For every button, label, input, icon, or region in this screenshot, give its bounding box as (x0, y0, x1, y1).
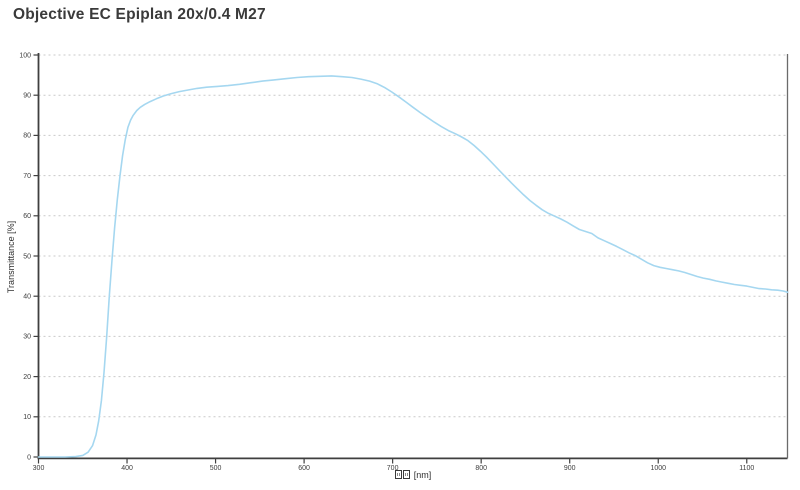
x-tick-label-1000: 1000 (650, 465, 666, 472)
transmittance-curve (37, 75, 789, 458)
x-tick-label-600: 600 (298, 465, 310, 472)
y-tick-label-40: 40 (23, 294, 31, 301)
y-tick-label-20: 20 (23, 374, 31, 381)
x-tick-label-400: 400 (121, 465, 133, 472)
x-tick-label-800: 800 (475, 465, 487, 472)
x-axis-unit: [nm] (413, 470, 432, 480)
x-tick-label-300: 300 (33, 465, 45, 472)
y-tick-label-80: 80 (23, 133, 31, 140)
y-tick-label-10: 10 (23, 414, 31, 421)
y-tick-label-100: 100 (19, 52, 31, 59)
chart-title: Objective EC Epiplan 20x/0.4 M27 (13, 6, 266, 23)
y-tick-label-0: 0 (27, 454, 31, 461)
x-tick-label-1100: 1100 (739, 465, 754, 472)
y-tick-label-60: 60 (23, 213, 31, 220)
y-tick-label-90: 90 (23, 93, 31, 100)
missing-glyph-icon (403, 470, 411, 479)
x-axis-label: [nm] (38, 470, 788, 480)
x-tick-label-500: 500 (210, 465, 222, 472)
missing-glyph-icon (395, 470, 403, 479)
x-tick-label-900: 900 (564, 465, 576, 472)
y-tick-label-50: 50 (23, 253, 31, 260)
y-tick-label-30: 30 (23, 334, 31, 341)
y-tick-label-70: 70 (23, 173, 31, 180)
y-axis-label: Transmittance [%] (6, 220, 16, 294)
x-tick-label-700: 700 (387, 465, 399, 472)
